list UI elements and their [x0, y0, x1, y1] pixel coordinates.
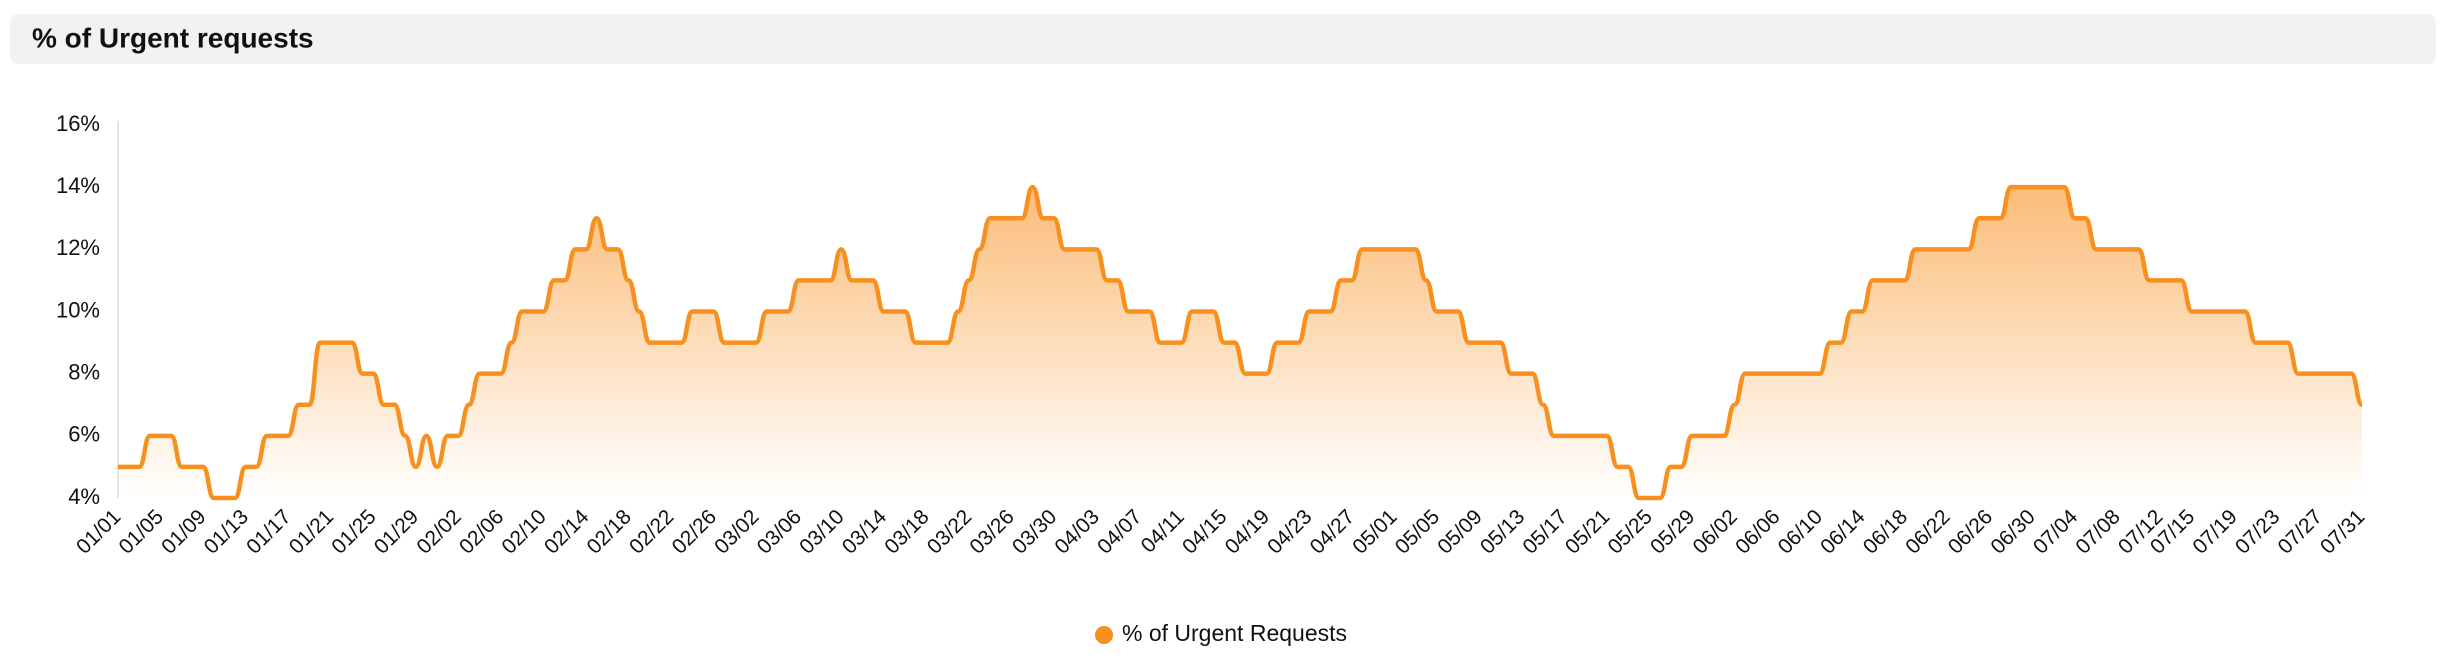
legend-marker [1095, 626, 1113, 644]
x-tick-label: 06/30 [1986, 505, 2039, 558]
x-tick-label: 02/26 [668, 505, 721, 558]
x-tick-label: 04/15 [1178, 505, 1231, 558]
x-tick-label: 05/21 [1561, 505, 1614, 558]
x-tick-label: 05/09 [1433, 505, 1486, 558]
x-tick-label: 05/29 [1646, 505, 1699, 558]
x-tick-label: 06/26 [1944, 505, 1997, 558]
x-tick-label: 07/19 [2188, 505, 2241, 558]
x-tick-label: 01/05 [115, 505, 168, 558]
x-tick-label: 05/17 [1518, 505, 1571, 558]
legend-label: % of Urgent Requests [1122, 620, 1347, 646]
y-tick-label: 14% [56, 173, 100, 198]
x-tick-label: 03/30 [1008, 505, 1061, 558]
x-tick-label: 04/23 [1263, 505, 1316, 558]
x-tick-label: 03/10 [795, 505, 848, 558]
header-bar [10, 14, 2436, 64]
area [118, 187, 2362, 498]
x-tick-label: 01/09 [157, 505, 210, 558]
x-tick-label: 02/22 [625, 505, 678, 558]
x-tick-label: 03/14 [838, 505, 892, 559]
x-tick-label: 01/29 [370, 505, 423, 558]
x-tick-label: 06/22 [1901, 505, 1954, 558]
x-tick-label: 04/27 [1306, 505, 1359, 558]
x-tick-label: 01/21 [285, 505, 338, 558]
y-tick-label: 16% [56, 111, 100, 136]
x-tick-label: 07/08 [2071, 505, 2124, 558]
x-tick-label: 04/03 [1050, 505, 1103, 558]
x-tick-label: 07/31 [2316, 505, 2369, 558]
x-tick-label: 02/14 [540, 505, 594, 559]
y-tick-label: 4% [68, 484, 100, 509]
x-tick-label: 03/26 [965, 505, 1018, 558]
x-tick-label: 02/10 [497, 505, 550, 558]
line [118, 184, 2365, 501]
x-tick-label: 03/18 [880, 505, 933, 558]
x-tick-label: 05/05 [1391, 505, 1444, 558]
x-tick-label: 06/14 [1816, 505, 1870, 559]
x-tick-label: 01/13 [200, 505, 253, 558]
x-tick-label: 03/02 [710, 505, 763, 558]
y-tick-label: 6% [68, 422, 100, 447]
x-tick-label: 04/07 [1093, 505, 1146, 558]
x-tick-label: 07/23 [2231, 505, 2284, 558]
x-tick-label: 07/27 [2273, 505, 2326, 558]
x-tick-label: 06/10 [1774, 505, 1827, 558]
chart-title: % of Urgent requests [32, 22, 314, 53]
x-tick-label: 06/06 [1731, 505, 1784, 558]
y-tick-label: 12% [56, 235, 100, 260]
x-tick-label: 04/19 [1221, 505, 1274, 558]
y-tick-label: 8% [68, 359, 100, 384]
x-tick-label: 02/18 [583, 505, 636, 558]
x-tick-label: 01/25 [327, 505, 380, 558]
x-tick-label: 05/01 [1348, 505, 1401, 558]
x-tick-label: 01/17 [242, 505, 295, 558]
y-tick-label: 10% [56, 297, 100, 322]
x-tick-label: 06/02 [1689, 505, 1742, 558]
x-tick-label: 05/25 [1603, 505, 1656, 558]
x-tick-label: 02/06 [455, 505, 508, 558]
x-tick-label: 05/13 [1476, 505, 1529, 558]
x-tick-label: 04/11 [1137, 505, 1189, 557]
x-tick-label: 06/18 [1859, 505, 1912, 558]
x-tick-label: 02/02 [412, 505, 465, 558]
x-tick-label: 07/04 [2029, 505, 2083, 559]
x-tick-label: 03/22 [923, 505, 976, 558]
x-tick-label: 01/01 [72, 505, 125, 558]
x-tick-label: 03/06 [753, 505, 806, 558]
